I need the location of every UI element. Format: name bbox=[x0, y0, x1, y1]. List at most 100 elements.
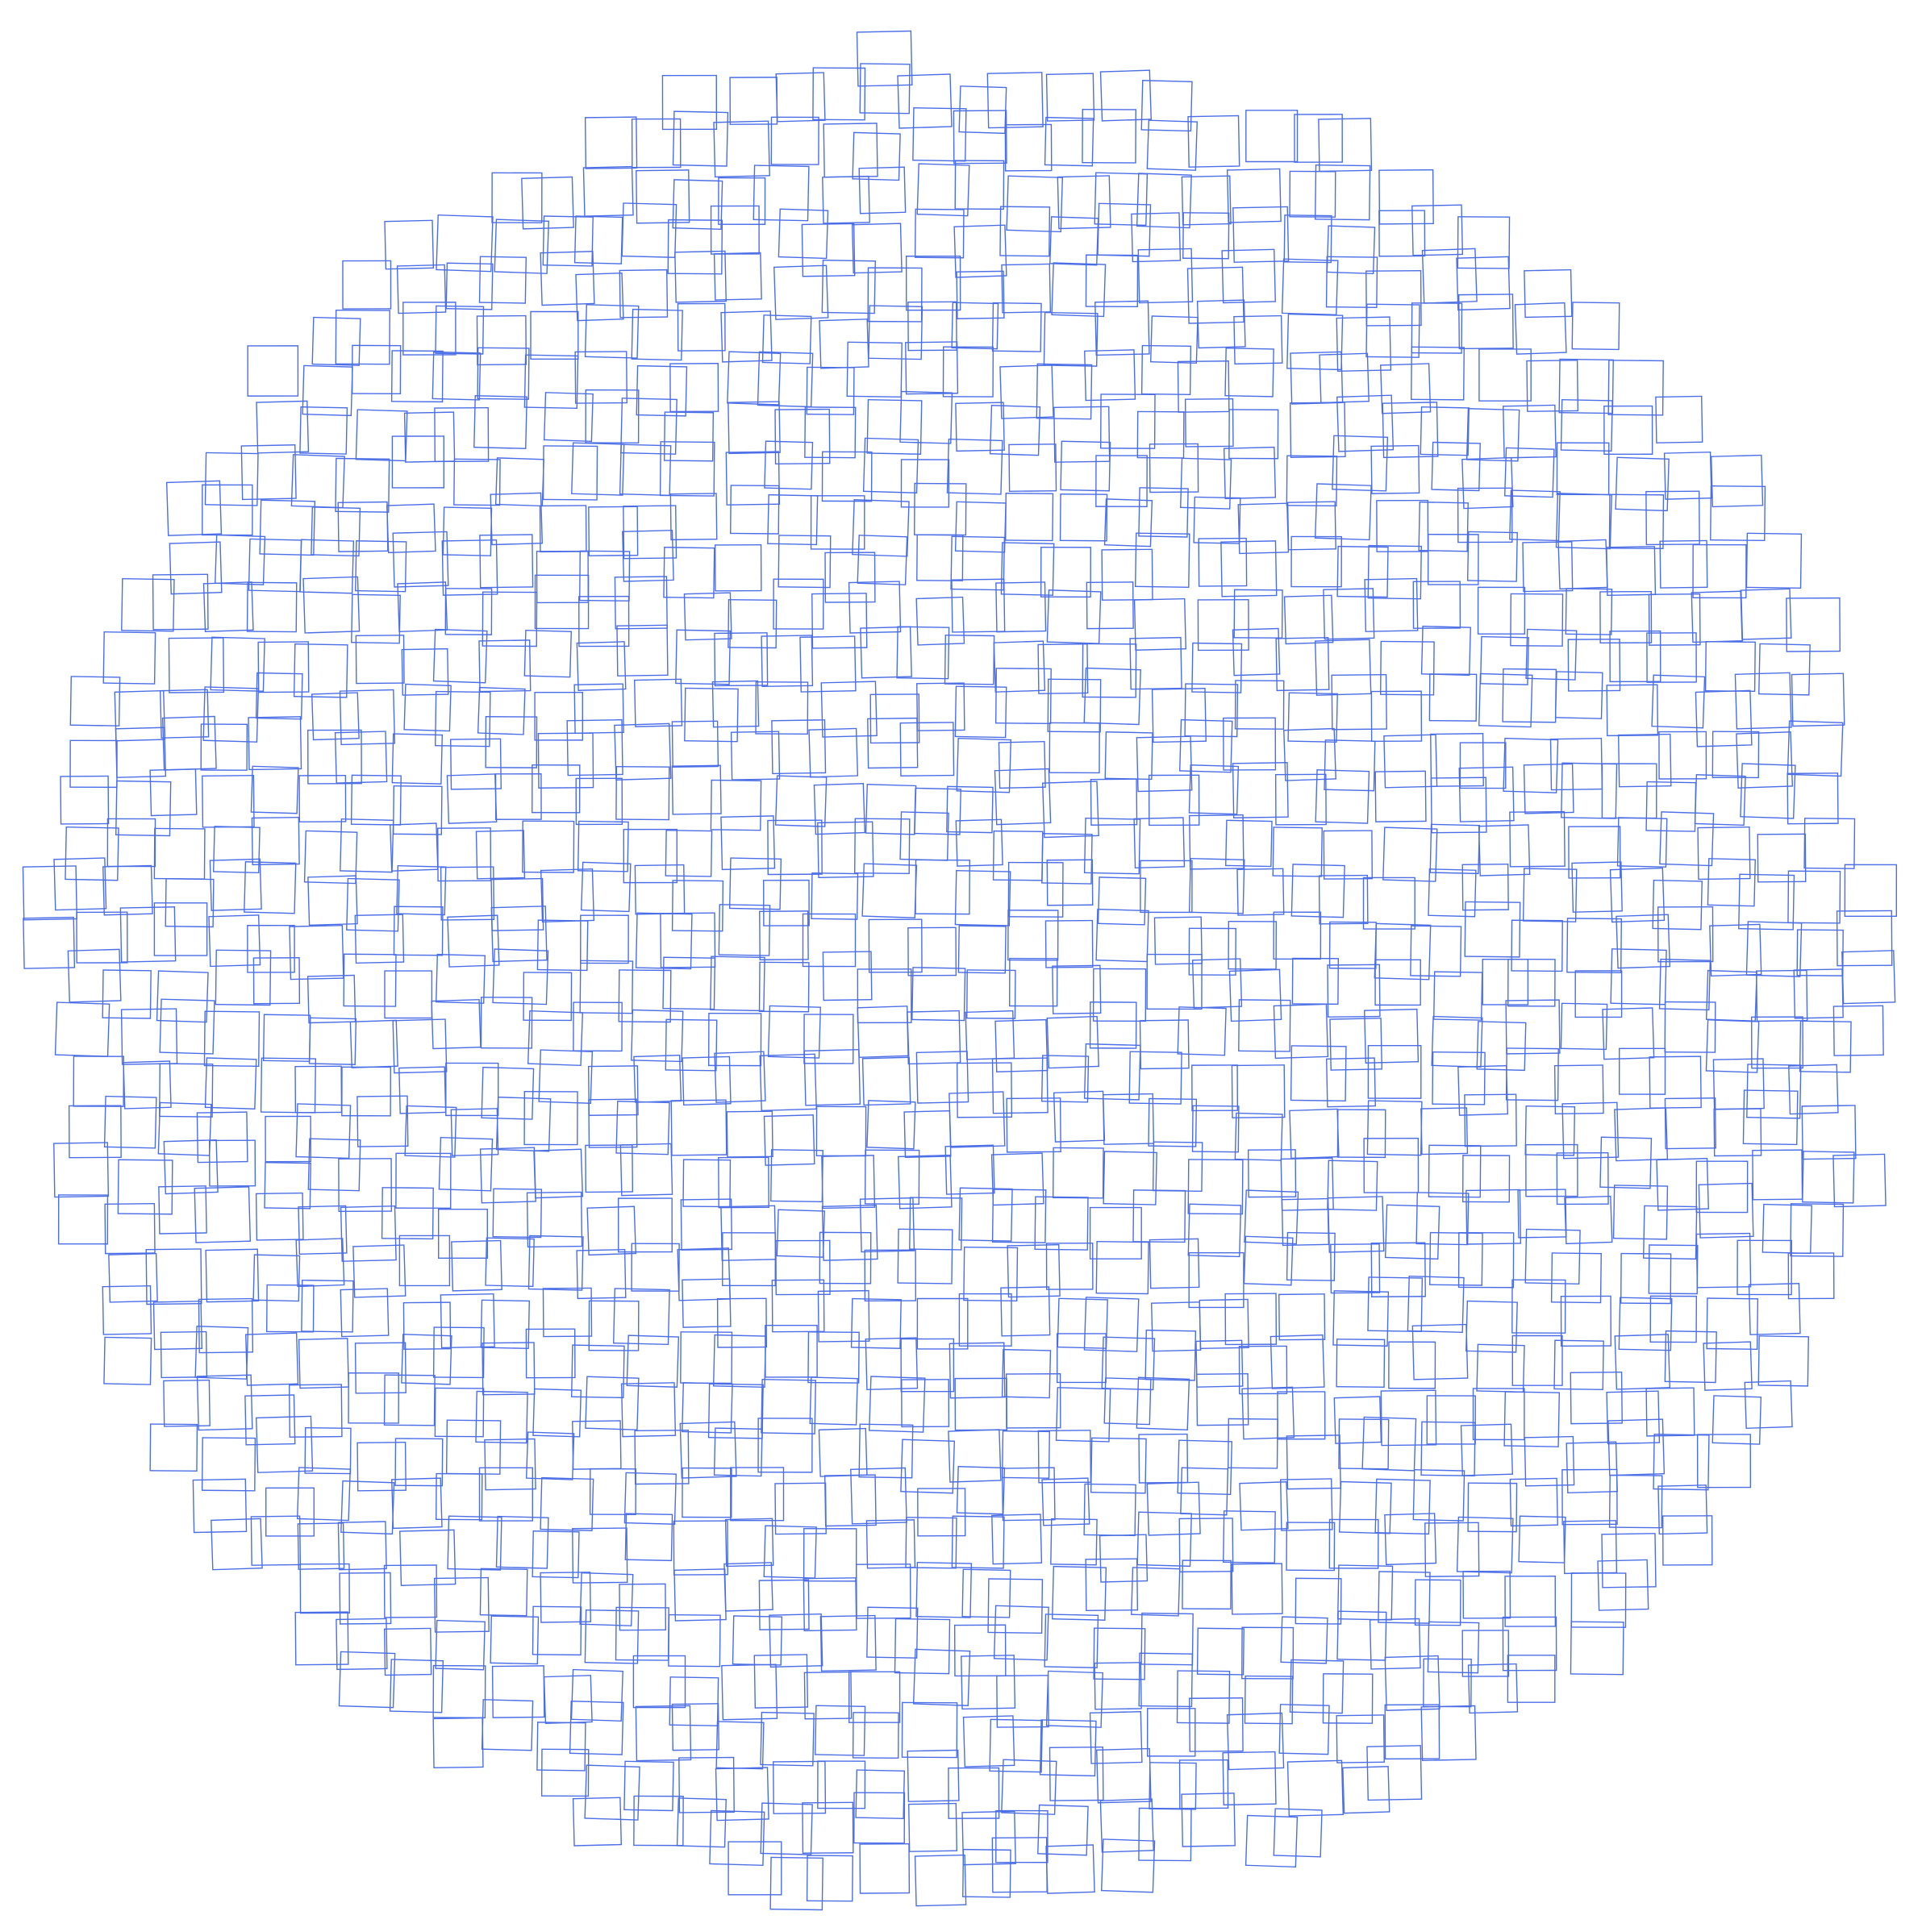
square bbox=[1041, 1477, 1090, 1526]
square bbox=[495, 1515, 549, 1569]
square bbox=[202, 581, 254, 633]
square bbox=[492, 1188, 543, 1239]
square bbox=[773, 264, 829, 320]
square bbox=[1101, 548, 1153, 601]
square bbox=[204, 1057, 257, 1110]
square bbox=[445, 1062, 499, 1117]
square bbox=[1099, 1534, 1149, 1583]
square bbox=[1758, 643, 1811, 696]
square bbox=[1459, 742, 1507, 789]
square bbox=[114, 689, 166, 742]
square bbox=[581, 861, 632, 913]
square bbox=[1570, 1621, 1624, 1676]
square bbox=[1478, 824, 1531, 876]
square bbox=[944, 1144, 995, 1195]
square bbox=[103, 1095, 157, 1149]
square bbox=[398, 1235, 451, 1287]
square bbox=[1571, 861, 1623, 913]
square bbox=[311, 316, 361, 366]
square bbox=[540, 1476, 594, 1531]
square bbox=[992, 830, 1044, 881]
square bbox=[438, 1136, 494, 1192]
square bbox=[440, 866, 495, 921]
square bbox=[1526, 360, 1579, 412]
square bbox=[1524, 1435, 1575, 1487]
square bbox=[1478, 672, 1533, 728]
square bbox=[669, 1676, 719, 1726]
square bbox=[202, 484, 253, 536]
square bbox=[433, 1576, 490, 1633]
square bbox=[853, 1792, 906, 1844]
square bbox=[1153, 916, 1203, 965]
square bbox=[1279, 1478, 1333, 1531]
square bbox=[1319, 352, 1370, 404]
square bbox=[915, 1562, 973, 1618]
square bbox=[758, 961, 810, 1013]
square bbox=[1388, 1341, 1436, 1389]
square bbox=[526, 1191, 583, 1248]
square bbox=[1289, 402, 1346, 458]
square bbox=[663, 411, 715, 462]
square bbox=[1645, 1387, 1695, 1437]
square bbox=[441, 539, 498, 596]
square bbox=[861, 863, 918, 918]
square bbox=[1610, 948, 1667, 1006]
square bbox=[1374, 959, 1421, 1006]
square bbox=[1460, 1423, 1513, 1476]
square bbox=[1601, 763, 1657, 819]
square bbox=[1620, 1252, 1672, 1305]
square bbox=[1227, 1418, 1278, 1469]
square bbox=[248, 716, 302, 771]
square bbox=[293, 643, 348, 698]
square bbox=[761, 314, 812, 364]
square bbox=[1742, 1089, 1799, 1146]
square bbox=[1561, 1101, 1620, 1160]
square bbox=[1318, 874, 1369, 925]
square bbox=[866, 1606, 919, 1659]
square bbox=[1787, 1252, 1835, 1300]
square bbox=[618, 969, 672, 1023]
square bbox=[536, 919, 589, 972]
square bbox=[1574, 970, 1623, 1018]
square bbox=[1136, 1376, 1190, 1430]
square bbox=[54, 1001, 110, 1057]
square bbox=[288, 1384, 343, 1438]
square bbox=[946, 438, 1003, 495]
square bbox=[773, 578, 824, 630]
square bbox=[403, 411, 456, 463]
square bbox=[1602, 1007, 1655, 1060]
square bbox=[858, 1423, 914, 1479]
square bbox=[1787, 772, 1839, 825]
square bbox=[491, 1665, 545, 1718]
square bbox=[1478, 348, 1532, 402]
square bbox=[806, 1855, 853, 1902]
square bbox=[1082, 108, 1136, 164]
square bbox=[1704, 640, 1756, 693]
square bbox=[1410, 925, 1462, 977]
square bbox=[1502, 1616, 1557, 1672]
square bbox=[1104, 731, 1153, 781]
square bbox=[913, 482, 967, 536]
square bbox=[622, 529, 674, 582]
square bbox=[1134, 532, 1190, 589]
square bbox=[1231, 1563, 1283, 1615]
square bbox=[718, 1156, 769, 1209]
square bbox=[1280, 1157, 1334, 1211]
square bbox=[334, 731, 388, 784]
square bbox=[295, 1238, 345, 1288]
square bbox=[212, 826, 261, 874]
square bbox=[1428, 1231, 1483, 1286]
square bbox=[1745, 532, 1803, 589]
square bbox=[356, 1095, 409, 1147]
square bbox=[352, 1244, 406, 1298]
square bbox=[1757, 1335, 1809, 1387]
square bbox=[1040, 1055, 1090, 1103]
square bbox=[956, 270, 1005, 319]
square bbox=[1052, 964, 1102, 1014]
square bbox=[1420, 1705, 1477, 1762]
square bbox=[1140, 860, 1193, 914]
square bbox=[771, 1279, 825, 1333]
square bbox=[1411, 302, 1463, 354]
square bbox=[1089, 1711, 1143, 1764]
